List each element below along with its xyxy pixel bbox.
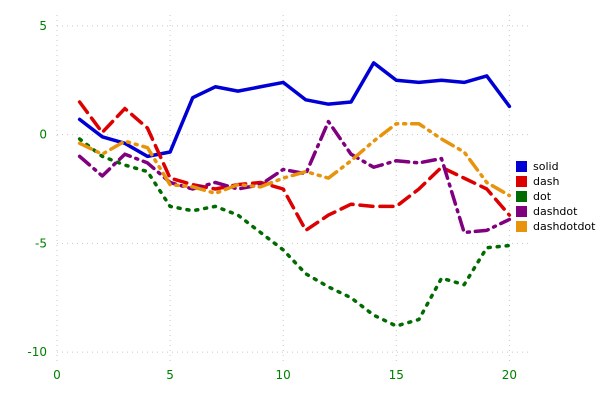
x-tick-label: 0	[53, 368, 61, 382]
legend-item-solid: solid	[516, 161, 595, 172]
y-tick-label: 5	[39, 19, 47, 33]
y-tick-label: 0	[39, 128, 47, 142]
y-tick-label: -10	[27, 345, 47, 359]
legend-label: dash	[533, 175, 560, 188]
x-tick-label: 10	[276, 368, 291, 382]
legend-label: dot	[533, 190, 552, 203]
series-line-dashdotdot	[77, 122, 512, 198]
legend-item-dot: dot	[516, 191, 595, 202]
legend-label: dashdot	[533, 205, 578, 218]
legend-item-dash: dash	[516, 176, 595, 187]
y-tick-label: -5	[35, 236, 47, 250]
legend-item-dashdotdot: dashdotdot	[516, 221, 595, 232]
x-tick-label: 5	[166, 368, 174, 382]
legend: solid dash dot dashdot dashdotdot	[516, 161, 595, 232]
series-line-dashdot	[77, 119, 512, 235]
legend-swatch-dash	[516, 176, 527, 187]
legend-swatch-dot	[516, 191, 527, 202]
series-line-dot	[77, 137, 512, 328]
legend-swatch-solid	[516, 161, 527, 172]
legend-label: dashdotdot	[533, 220, 596, 233]
legend-item-dashdot: dashdot	[516, 206, 595, 217]
legend-swatch-dashdotdot	[516, 221, 527, 232]
legend-swatch-dashdot	[516, 206, 527, 217]
series-line-dash	[77, 100, 512, 233]
x-tick-label: 20	[502, 368, 517, 382]
x-tick-label: 15	[389, 368, 404, 382]
legend-label: solid	[533, 160, 559, 173]
